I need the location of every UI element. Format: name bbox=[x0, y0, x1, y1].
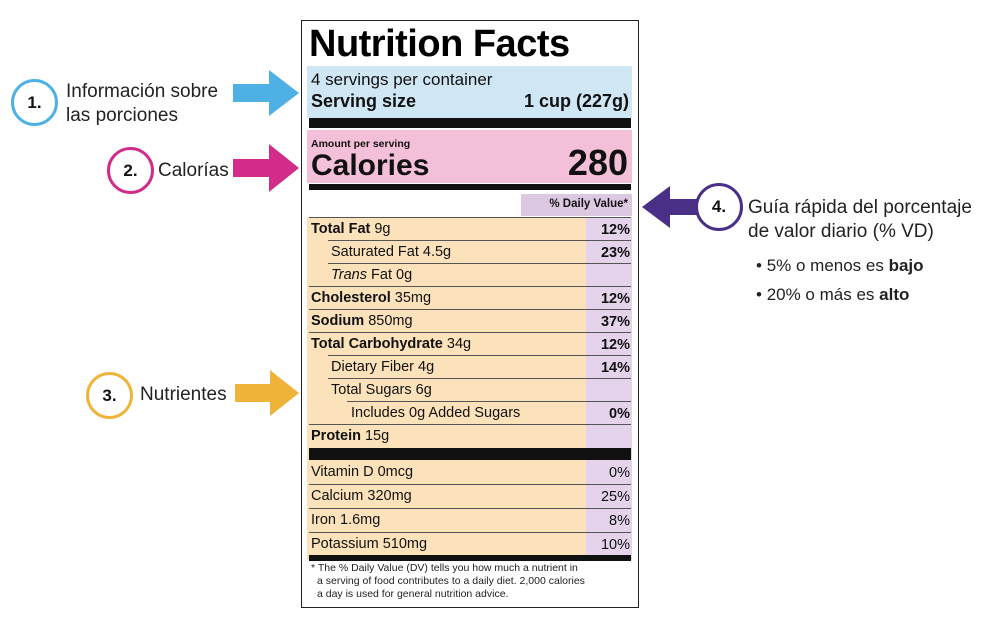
nutrient-row-dietary-fiber: Dietary Fiber 4g 14% bbox=[307, 356, 632, 379]
dv-guide-low-text: 5% o menos es bbox=[767, 256, 889, 275]
annotation-3-badge: 3. bbox=[86, 372, 133, 419]
footnote-line: a day is used for general nutrition advi… bbox=[311, 588, 633, 601]
nutrition-facts-label: Nutrition Facts 4 servings per container… bbox=[301, 20, 639, 608]
arrow-right-icon bbox=[235, 368, 301, 418]
annotation-4-line1: Guía rápida del porcentaje bbox=[748, 196, 972, 220]
nutrient-row-total-sugars: Total Sugars 6g bbox=[307, 379, 632, 402]
annotation-2-badge: 2. bbox=[107, 147, 154, 194]
nutrient-name: Total Sugars 6g bbox=[331, 382, 432, 398]
annotation-2-number: 2. bbox=[123, 161, 137, 181]
nutrient-percent: 23% bbox=[586, 245, 632, 261]
vitamin-row-calcium: Calcium 320mg 25% bbox=[307, 485, 632, 508]
dv-guide-high: • 20% o más es alto bbox=[756, 285, 909, 305]
nutrient-row-added-sugars: Includes 0g Added Sugars 0% bbox=[307, 402, 632, 425]
nutrient-row-saturated-fat: Saturated Fat 4.5g 23% bbox=[307, 241, 632, 264]
servings-per-container: 4 servings per container bbox=[311, 70, 492, 90]
nutrient-amount: 15g bbox=[361, 428, 389, 444]
nutrient-amount: 850mg bbox=[364, 313, 412, 329]
vitamin-row-iron: Iron 1.6mg 8% bbox=[307, 509, 632, 532]
nutrient-row-total-fat: Total Fat 9g 12% bbox=[307, 218, 632, 241]
vitamin-name: Calcium 320mg bbox=[311, 488, 412, 504]
dv-guide-low: • 5% o menos es bajo bbox=[756, 256, 924, 276]
arrow-left-icon bbox=[640, 184, 702, 230]
vitamin-row-potassium: Potassium 510mg 10% bbox=[307, 533, 632, 556]
nutrient-name: Total Fat bbox=[311, 221, 370, 237]
annotation-1-text: Información sobre las porciones bbox=[66, 80, 218, 128]
nutrient-row-total-carbohydrate: Total Carbohydrate 34g 12% bbox=[307, 333, 632, 356]
nutrient-name: Dietary Fiber 4g bbox=[331, 359, 434, 375]
vitamin-percent: 10% bbox=[586, 537, 632, 553]
annotation-1-number: 1. bbox=[27, 93, 41, 113]
nutrient-percent: 12% bbox=[586, 291, 632, 307]
nutrient-name: Includes 0g Added Sugars bbox=[351, 405, 520, 421]
nutrient-name: Saturated Fat 4.5g bbox=[331, 244, 451, 260]
serving-size-label: Serving size bbox=[311, 91, 416, 112]
annotation-3-text: Nutrientes bbox=[140, 383, 227, 407]
nutrient-row-trans-fat: Trans Fat 0g bbox=[307, 264, 632, 287]
nutrient-row-cholesterol: Cholesterol 35mg 12% bbox=[307, 287, 632, 310]
nutrient-name: Cholesterol bbox=[311, 290, 391, 306]
vitamin-name: Vitamin D 0mcg bbox=[311, 464, 413, 480]
label-title: Nutrition Facts bbox=[309, 23, 639, 66]
nutrient-name: Protein bbox=[311, 428, 361, 444]
calories-value: 280 bbox=[568, 142, 628, 184]
annotation-1-badge: 1. bbox=[11, 79, 58, 126]
nutrient-percent: 12% bbox=[586, 337, 632, 353]
nutrient-amount: Fat 0g bbox=[367, 267, 412, 283]
medium-divider bbox=[309, 184, 631, 190]
dv-guide-low-emphasis: bajo bbox=[889, 256, 924, 275]
nutrient-percent: 14% bbox=[586, 360, 632, 376]
arrow-right-icon bbox=[233, 142, 301, 194]
vitamin-percent: 8% bbox=[586, 513, 632, 529]
vitamin-percent: 0% bbox=[586, 465, 632, 481]
nutrient-name: Sodium bbox=[311, 313, 364, 329]
nutrient-amount: 34g bbox=[443, 336, 471, 352]
serving-size-value: 1 cup (227g) bbox=[524, 91, 629, 112]
annotation-4-badge: 4. bbox=[695, 183, 743, 231]
nutrient-name: Total Carbohydrate bbox=[311, 336, 443, 352]
thick-divider bbox=[309, 118, 631, 128]
annotation-3-number: 3. bbox=[102, 386, 116, 406]
annotation-2-text: Calorías bbox=[158, 159, 229, 183]
nutrient-amount: 35mg bbox=[391, 290, 431, 306]
nutrient-name-italic: Trans bbox=[331, 267, 367, 283]
nutrient-percent: 37% bbox=[586, 314, 632, 330]
footnote: * The % Daily Value (DV) tells you how m… bbox=[311, 562, 633, 601]
annotation-1-line2: las porciones bbox=[66, 104, 218, 128]
vitamin-name: Iron 1.6mg bbox=[311, 512, 380, 528]
footnote-line: * The % Daily Value (DV) tells you how m… bbox=[311, 562, 633, 575]
nutrient-percent: 0% bbox=[586, 406, 632, 422]
vitamin-row-vitamin-d: Vitamin D 0mcg 0% bbox=[307, 461, 632, 484]
daily-value-header: % Daily Value* bbox=[549, 198, 628, 210]
thick-divider bbox=[309, 448, 631, 460]
calories-label: Calories bbox=[311, 149, 429, 183]
annotation-4-line2: de valor diario (% VD) bbox=[748, 220, 972, 244]
nutrient-percent: 12% bbox=[586, 222, 632, 238]
annotation-4-text: Guía rápida del porcentaje de valor diar… bbox=[748, 196, 972, 244]
vitamin-name: Potassium 510mg bbox=[311, 536, 427, 552]
annotation-4-number: 4. bbox=[712, 197, 726, 217]
dv-guide-high-emphasis: alto bbox=[879, 285, 909, 304]
footer-divider bbox=[309, 555, 631, 561]
dv-guide-high-text: 20% o más es bbox=[767, 285, 879, 304]
nutrient-row-protein: Protein 15g bbox=[307, 425, 632, 448]
arrow-right-icon bbox=[233, 68, 301, 118]
vitamin-percent: 25% bbox=[586, 489, 632, 505]
nutrient-amount: 9g bbox=[370, 221, 390, 237]
annotation-1-line1: Información sobre bbox=[66, 80, 218, 104]
footnote-line: a serving of food contributes to a daily… bbox=[311, 575, 633, 588]
nutrient-row-sodium: Sodium 850mg 37% bbox=[307, 310, 632, 333]
